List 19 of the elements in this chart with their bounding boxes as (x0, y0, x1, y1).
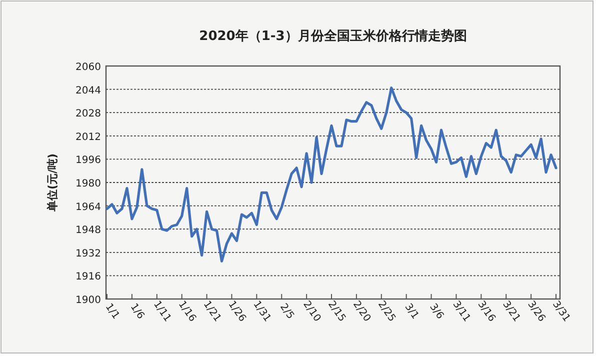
line-series (106, 86, 558, 262)
y-tick-label: 1900 (76, 295, 101, 306)
y-tick-label: 2012 (76, 132, 101, 143)
y-tick-label: 1948 (76, 225, 101, 236)
x-tick-label: 1/6 (128, 302, 146, 322)
y-tick-label: 1980 (76, 178, 101, 190)
x-tick-label: 2/5 (278, 302, 296, 322)
y-tick-label: 1932 (76, 248, 101, 260)
y-tick-label: 2060 (76, 62, 101, 73)
x-tick-label: 3/1 (402, 302, 420, 322)
y-tick-label: 2044 (76, 85, 101, 96)
y-tick-label: 1916 (76, 272, 101, 283)
x-tick-label: 1/1 (102, 302, 122, 322)
y-tick-label: 2028 (76, 108, 101, 120)
x-tick-label: 3/6 (427, 302, 446, 322)
y-tick-label: 1996 (76, 155, 101, 166)
y-axis-title: 单位(元/吨) (46, 153, 59, 213)
y-tick-label: 1964 (76, 202, 101, 213)
chart-title: 2020年（1-3）月份全国玉米价格行情走势图 (199, 28, 467, 44)
